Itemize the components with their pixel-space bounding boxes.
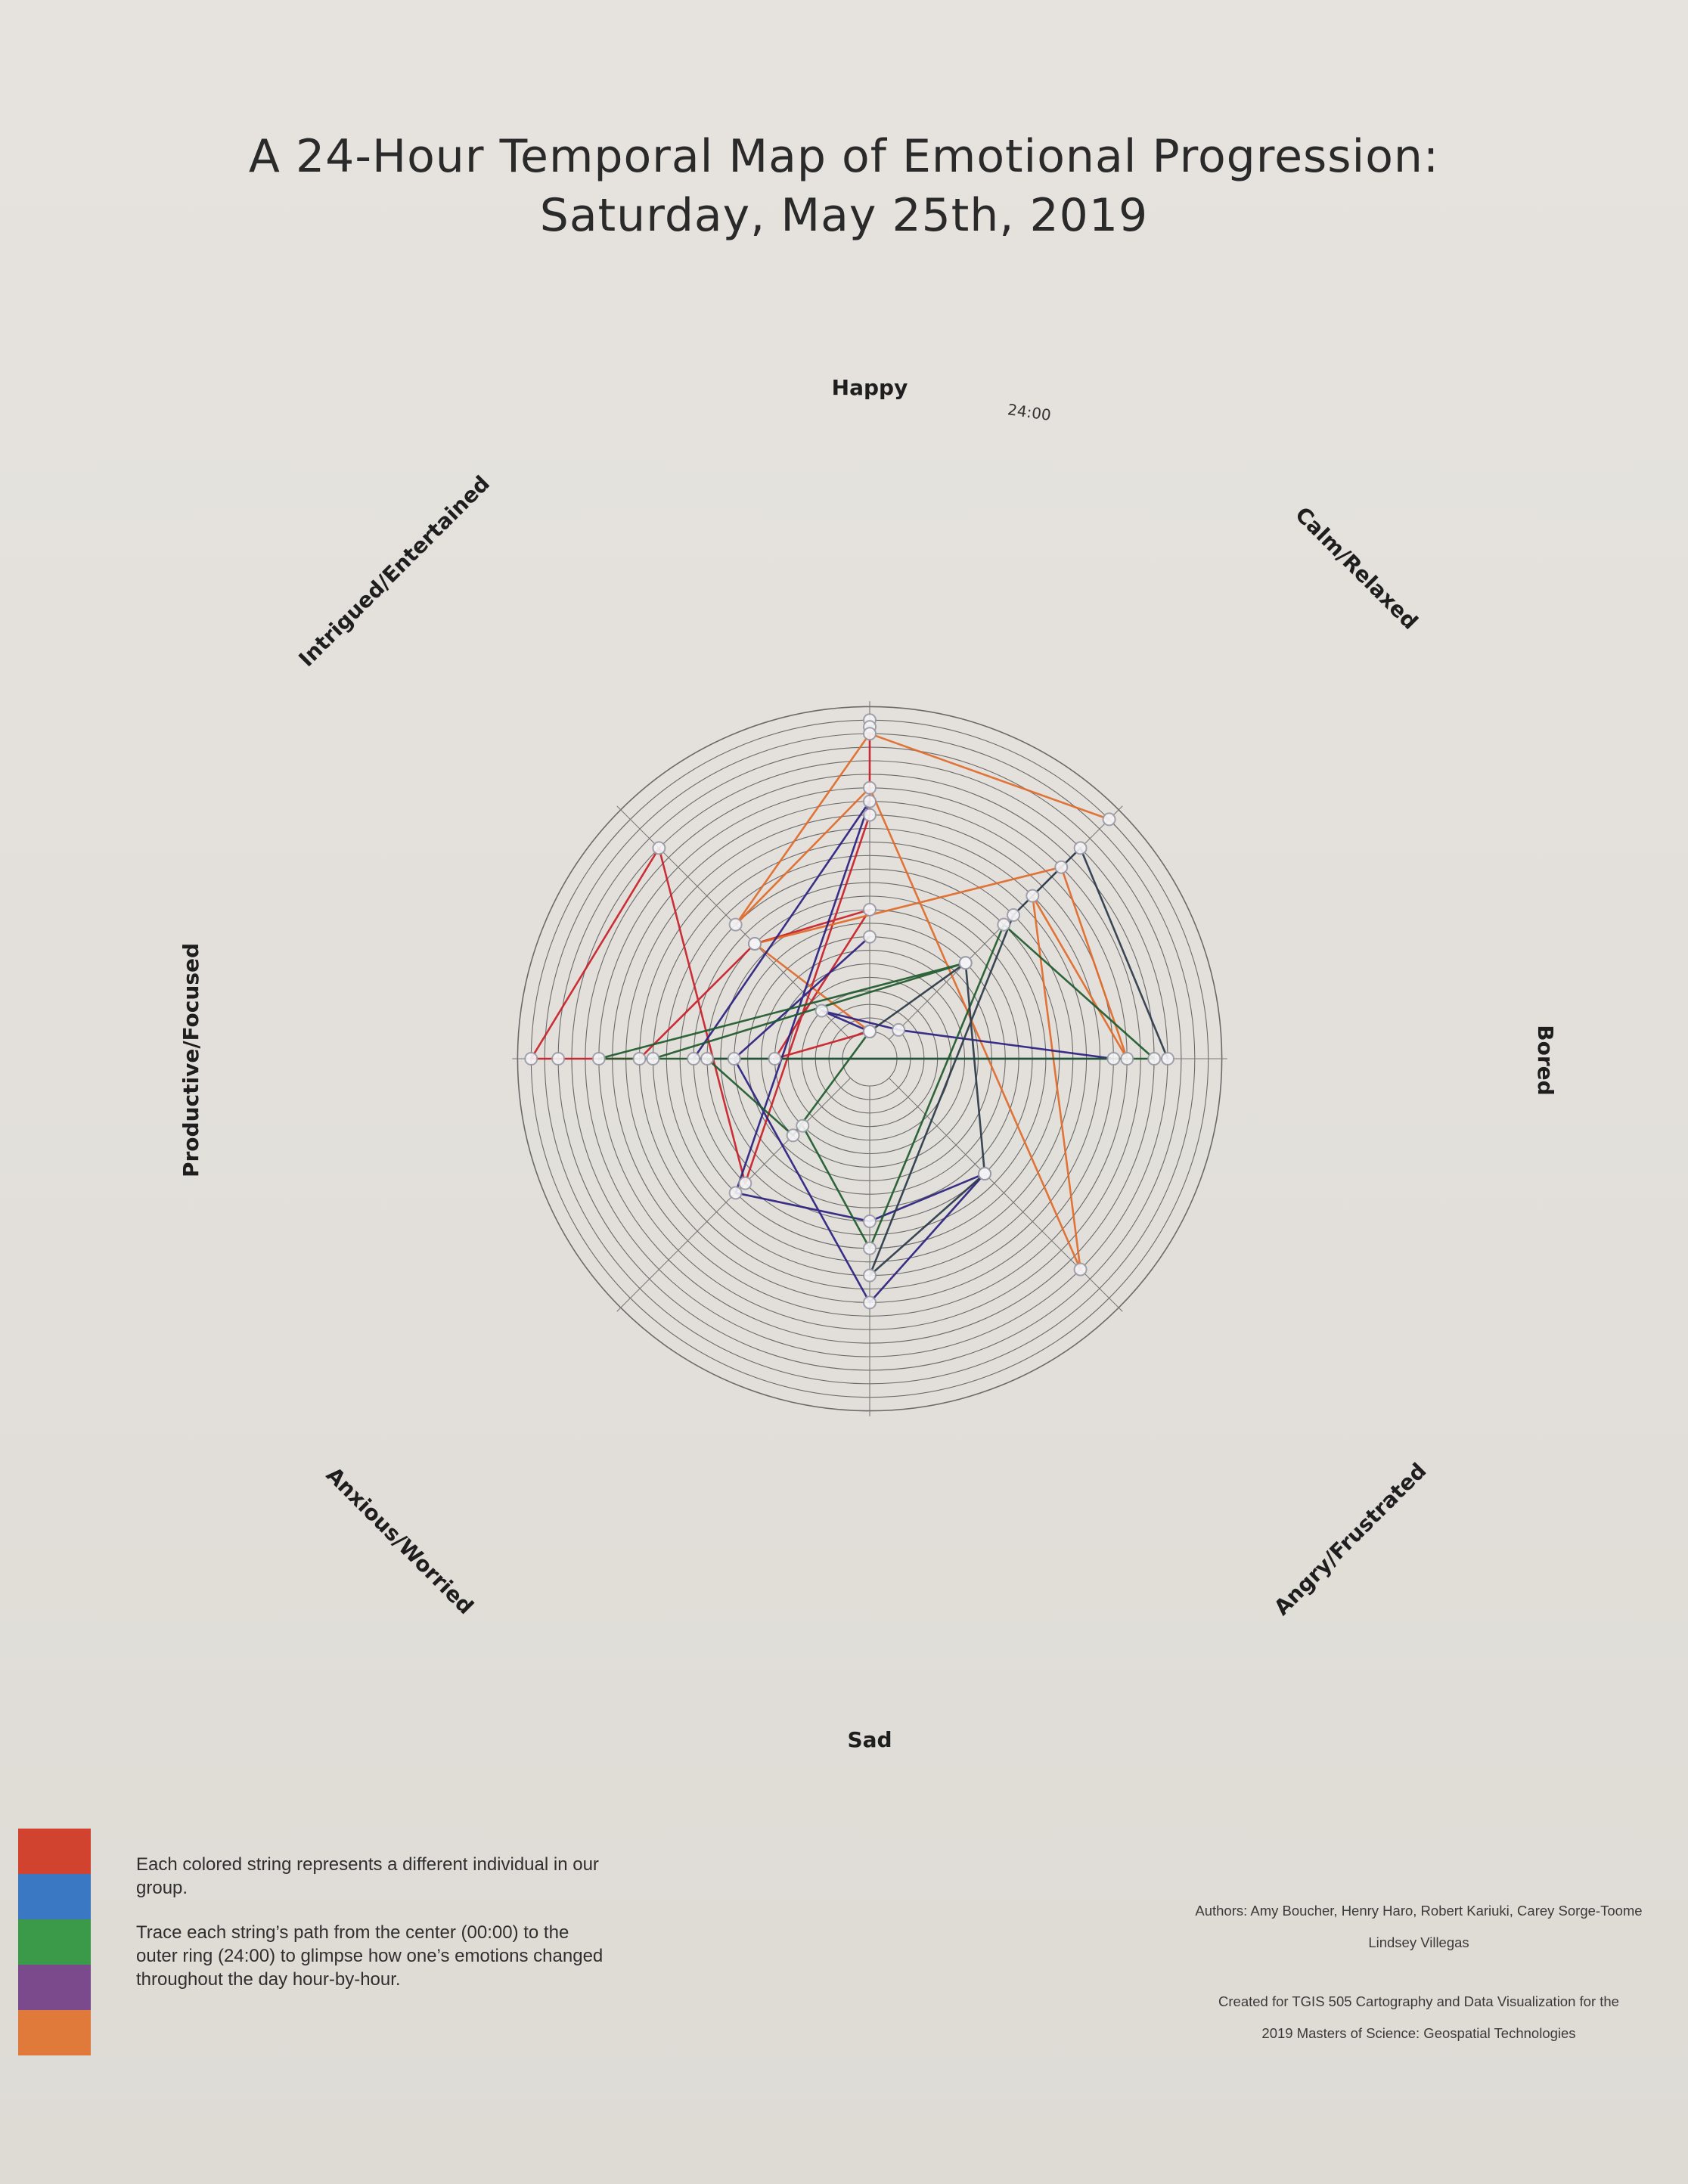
push-pin	[863, 794, 877, 808]
push-pin	[646, 1052, 660, 1066]
legend-swatch-red	[18, 1829, 91, 1874]
push-pin	[1161, 1052, 1174, 1066]
push-pin	[863, 1268, 877, 1283]
push-pin	[591, 1052, 606, 1066]
push-pin	[1120, 1052, 1134, 1066]
push-pin	[863, 808, 877, 822]
credits-authors: Authors: Amy Boucher, Henry Haro, Robert…	[1195, 1903, 1643, 1919]
legend-swatches	[18, 1829, 91, 2055]
push-pin	[728, 1186, 743, 1200]
colored-strings	[529, 718, 1169, 1304]
legend-line-1: Each colored string represents a differe…	[136, 1854, 599, 1898]
push-pin	[738, 1176, 752, 1190]
legend-text: Each colored string represents a differe…	[136, 1853, 605, 2012]
push-pin	[1147, 1052, 1162, 1066]
push-pin	[747, 936, 762, 951]
axis-label-anxious: Anxious/Worried	[321, 1462, 479, 1619]
push-pin	[863, 902, 877, 917]
axis-label-happy: Happy	[832, 375, 908, 400]
push-pin	[1073, 1262, 1088, 1277]
push-pin	[796, 1118, 810, 1133]
push-pin	[768, 1052, 782, 1066]
push-pin	[1026, 889, 1040, 903]
legend-swatch-orange	[18, 2010, 91, 2055]
push-pin	[863, 1215, 877, 1228]
string-path	[597, 923, 1156, 1250]
push-pin	[524, 1052, 538, 1066]
push-pin	[892, 1022, 906, 1037]
push-pin	[863, 1295, 877, 1310]
push-pin	[687, 1052, 701, 1066]
push-pins	[524, 713, 1174, 1310]
push-pin	[978, 1167, 992, 1181]
push-pin	[1106, 1052, 1121, 1066]
push-pin	[1006, 908, 1020, 923]
axis-label-bored: Bored	[1533, 1025, 1558, 1095]
push-pin	[727, 1052, 741, 1066]
legend-swatch-blue	[18, 1874, 91, 1919]
push-pin	[997, 917, 1011, 932]
push-pin	[652, 841, 666, 855]
push-pin	[786, 1128, 800, 1143]
string-path	[692, 800, 1115, 1304]
push-pin	[1102, 812, 1116, 827]
push-pin	[863, 1025, 877, 1038]
legend-swatch-purple	[18, 1965, 91, 2010]
axis-label-productive: Productive/Focused	[178, 943, 203, 1177]
string-path	[734, 732, 1128, 1270]
push-pin	[863, 780, 877, 795]
legend-line-2: Trace each string’s path from the center…	[136, 1922, 604, 1990]
push-pin	[863, 1241, 877, 1255]
emotion-spoke	[889, 1078, 1123, 1312]
axis-label-sad: Sad	[847, 1727, 892, 1752]
axis-labels: Happy Calm/Relaxed Bored Angry/Frustrate…	[178, 375, 1558, 1752]
credits-authors-2: Lindsey Villegas	[1368, 1934, 1469, 1950]
title-line-1: A 24-Hour Temporal Map of Emotional Prog…	[248, 130, 1440, 183]
push-pin	[815, 1004, 829, 1018]
ring-label-24: 24:00	[1007, 400, 1052, 424]
push-pin	[700, 1052, 714, 1066]
credits-course-2: 2019 Masters of Science: Geospatial Tech…	[1261, 2025, 1576, 2041]
push-pin	[1054, 860, 1069, 874]
push-pin	[863, 727, 877, 741]
title-line-2: Saturday, May 25th, 2019	[539, 189, 1149, 242]
push-pin	[632, 1052, 647, 1066]
push-pin	[551, 1052, 566, 1066]
push-pin	[728, 917, 743, 932]
axis-label-angry: Angry/Frustrated	[1269, 1458, 1431, 1620]
push-pin	[958, 956, 973, 970]
legend-swatch-green	[18, 1919, 91, 1965]
credits-course-1: Created for TGIS 505 Cartography and Dat…	[1218, 1993, 1619, 2009]
push-pin	[1073, 841, 1088, 855]
axis-label-intrigued: Intrigued/Entertained	[294, 471, 495, 672]
axis-label-calm: Calm/Relaxed	[1290, 502, 1423, 634]
push-pin	[863, 929, 877, 944]
